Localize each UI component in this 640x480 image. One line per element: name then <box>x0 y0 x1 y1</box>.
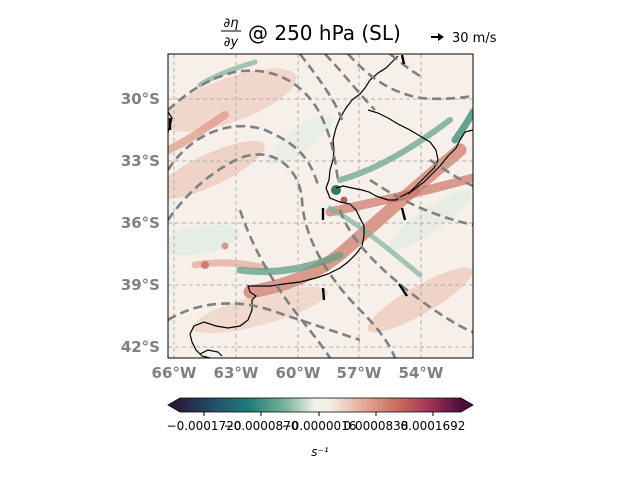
field-band-positive <box>191 259 269 272</box>
colorbar-extend-low <box>168 398 180 412</box>
colorbar-unit-label: s⁻¹ <box>311 445 329 459</box>
coastline <box>189 187 365 358</box>
map-panel <box>167 53 474 359</box>
lon-labels: 66°W 63°W 60°W 57°W 54°W <box>152 364 444 382</box>
lon-label: 54°W <box>399 364 444 382</box>
field-patch <box>367 267 473 333</box>
field-band-positive <box>325 173 473 217</box>
field-band-negative <box>236 251 344 276</box>
colorbar-tick-labels: −0.0001720 −0.0000870 −0.0000016 0.00008… <box>167 419 466 433</box>
map-frame <box>167 53 474 359</box>
contour-line <box>369 178 473 227</box>
contour-line <box>389 54 421 78</box>
colorbar-tick-label: −0.0000870 <box>224 419 299 433</box>
contour-line <box>168 124 320 186</box>
wind-vector-icon <box>400 54 406 65</box>
quiver-key-label: 30 m/s <box>452 31 497 46</box>
title-fraction-denominator: ∂y <box>224 35 239 50</box>
wind-vector-icon <box>321 287 326 301</box>
lat-label: 36°S <box>121 214 160 232</box>
colorbar-body <box>180 398 461 412</box>
field-patch <box>192 286 328 334</box>
contours <box>168 54 473 358</box>
contour-line <box>168 153 397 358</box>
field-patch <box>266 115 334 165</box>
contour-line <box>298 54 344 121</box>
lat-label: 39°S <box>121 276 160 294</box>
lon-label: 57°W <box>337 364 382 382</box>
lat-label: 30°S <box>121 90 160 108</box>
field-patch <box>388 189 472 251</box>
contour-line <box>324 54 376 111</box>
coastline <box>407 129 473 195</box>
field-band-negative <box>451 108 473 144</box>
quiver-key: 30 m/s <box>431 31 497 46</box>
field-patch <box>168 224 240 256</box>
field-band-negative <box>337 117 453 183</box>
wind-vector-icon <box>400 207 407 221</box>
lat-labels: 30°S 33°S 36°S 39°S 42°S <box>121 90 160 356</box>
colorbar-tick-label: 0.0000838 <box>344 419 409 433</box>
field-spot-positive <box>340 196 348 204</box>
field-patch <box>168 140 265 200</box>
lon-label: 66°W <box>152 364 197 382</box>
colorbar-ticks <box>203 412 434 416</box>
title-fraction-numerator: ∂η <box>224 16 239 31</box>
title-text: @ 250 hPa (SL) <box>248 21 401 45</box>
field-patch <box>168 68 297 132</box>
plot-title: ∂η ∂y @ 250 hPa (SL) <box>221 16 401 50</box>
wind-vector-icon <box>398 283 408 297</box>
colorbar-outline <box>167 397 474 413</box>
contour-line <box>168 302 361 342</box>
colorbar: −0.0001720 −0.0000870 −0.0000016 0.00008… <box>167 397 474 459</box>
colorbar-tick-label: 0.0001692 <box>401 419 466 433</box>
quiver-key-arrowhead-icon <box>438 33 444 41</box>
coastline <box>199 349 223 357</box>
lon-label: 60°W <box>276 364 321 382</box>
lat-label: 42°S <box>121 338 160 356</box>
contour-line <box>347 54 473 101</box>
colorbar-tick-label: −0.0001720 <box>167 419 242 433</box>
border-line <box>325 55 399 189</box>
coastlines <box>168 55 473 358</box>
border-line <box>335 109 439 201</box>
contour-line <box>429 158 473 188</box>
field-band-negative <box>327 205 423 278</box>
colorbar-extend-high <box>461 398 473 412</box>
field-spot-positive <box>221 242 229 250</box>
wind-vectors <box>168 54 408 301</box>
colorbar-tick-label: −0.0000016 <box>282 419 357 433</box>
field-spot-positive <box>201 261 209 269</box>
contour-line <box>168 69 340 181</box>
contour-line <box>238 209 332 358</box>
lat-label: 33°S <box>121 152 160 170</box>
lon-label: 63°W <box>214 364 259 382</box>
map-field <box>168 54 473 358</box>
